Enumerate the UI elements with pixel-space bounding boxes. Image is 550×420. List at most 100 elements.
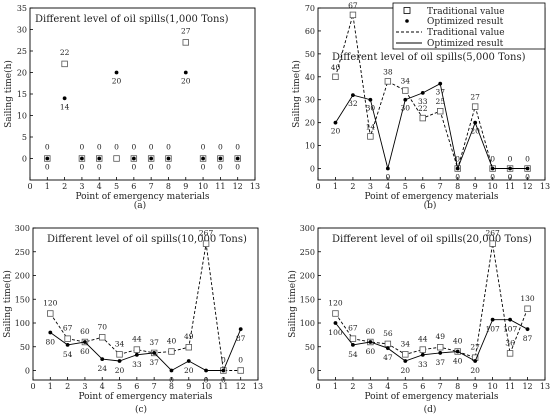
x-tick-label: 13	[253, 382, 263, 391]
x-tick-label: 6	[134, 382, 139, 391]
optimized-line	[335, 83, 528, 171]
traditional-data-label: 40	[453, 337, 463, 346]
optimized-point	[490, 166, 495, 171]
traditional-data-label: 49	[184, 332, 194, 341]
optimized-data-label: 20	[181, 77, 191, 86]
traditional-data-label: 22	[418, 104, 428, 113]
traditional-data-label: 0	[166, 143, 171, 152]
optimized-data-label: 87	[523, 334, 533, 343]
traditional-point	[332, 73, 339, 80]
traditional-line	[335, 243, 528, 359]
traditional-data-label: 49	[435, 332, 445, 341]
optimized-point	[48, 330, 53, 335]
x-tick-label: 4	[97, 182, 102, 191]
y-tick-label: 40	[305, 73, 315, 82]
optimized-line	[50, 329, 242, 372]
chart-title: Different level of oil spills(10,000 Ton…	[47, 234, 247, 245]
traditional-point	[471, 103, 479, 110]
optimized-data-label: 20	[112, 77, 122, 86]
traditional-data-label: 25	[435, 97, 445, 106]
traditional-point	[419, 346, 426, 353]
traditional-data-label: 0	[80, 143, 85, 152]
x-tick-label: 0	[315, 382, 320, 391]
y-tick-label: 20	[17, 69, 27, 78]
optimized-data-label: 80	[46, 338, 56, 347]
chart-title: Different level of oil spills(1,000 Tons…	[35, 14, 229, 25]
traditional-point	[419, 114, 426, 122]
traditional-point	[367, 133, 374, 140]
x-tick-label: 12	[522, 182, 532, 191]
traditional-point	[185, 344, 192, 351]
panel-caption: (b)	[424, 200, 437, 211]
x-axis-label: Point of emergency materials	[75, 192, 209, 202]
x-tick-label: 4	[100, 382, 105, 391]
optimized-point	[438, 81, 443, 86]
optimized-data-label: 54	[63, 350, 73, 359]
x-tick-label: 5	[117, 382, 122, 391]
optimized-point	[131, 156, 136, 161]
traditional-data-label: 0	[490, 155, 495, 164]
y-tick-label: 10	[305, 142, 315, 151]
legend-box	[392, 2, 546, 50]
optimized-point	[166, 156, 171, 161]
optimized-data-label: 37	[149, 358, 159, 367]
traditional-data-label: 27	[470, 343, 480, 352]
traditional-data-label: 0	[238, 356, 243, 365]
traditional-data-label: 0	[201, 143, 206, 152]
y-tick-label: 0	[310, 367, 315, 376]
y-tick-label: 30	[17, 26, 27, 35]
y-tick-label: 200	[300, 272, 315, 281]
traditional-data-label: 40	[331, 63, 341, 72]
optimized-point	[114, 70, 119, 75]
traditional-data-label: 0	[525, 155, 530, 164]
y-tick-label: 35	[17, 4, 27, 13]
series-traditional: 120 67 60 56 34 44 49 40 27 267 36 130	[328, 229, 535, 361]
series-traditional: 0 22 0 0 0 0 0 0 27 0 0 0	[44, 26, 241, 162]
x-axis-label: Point of emergency materials	[364, 192, 498, 202]
x-tick-label: 4	[385, 182, 390, 191]
traditional-data-label: 56	[383, 329, 393, 338]
optimized-point	[45, 156, 50, 161]
x-tick-label: 12	[233, 182, 243, 191]
traditional-point	[47, 310, 54, 317]
x-tick-label: 1	[48, 382, 53, 391]
traditional-data-label: 0	[235, 143, 240, 152]
legend-label-optimized-points: Optimized result	[427, 17, 504, 27]
x-tick-label: 13	[540, 182, 550, 191]
y-tick-label: 30	[305, 96, 315, 105]
optimized-data-label: 47	[383, 353, 393, 362]
y-tick-label: 50	[305, 343, 315, 352]
x-tick-label: 9	[183, 182, 188, 191]
traditional-data-label: 70	[97, 322, 107, 331]
y-tick-label: 100	[15, 319, 30, 328]
x-tick-label: 3	[368, 182, 373, 191]
optimized-data-label: 0	[455, 173, 460, 182]
y-tick-label: 20	[305, 119, 315, 128]
traditional-data-label: 14	[366, 122, 376, 131]
traditional-data-label: 0	[131, 143, 136, 152]
plot-frame	[32, 227, 259, 381]
series-optimized: 80 54 60 24 20 33 37 0 20 0 0 87	[46, 327, 246, 385]
optimized-point	[368, 340, 373, 344]
traditional-point	[182, 39, 189, 46]
traditional-data-label: 0	[218, 143, 223, 152]
optimized-point	[218, 156, 223, 161]
optimized-data-label: 0	[131, 163, 136, 172]
traditional-data-label: 22	[60, 48, 70, 57]
x-tick-label: 12	[522, 382, 532, 391]
traditional-point	[402, 87, 409, 94]
x-tick-label: 5	[114, 182, 119, 191]
traditional-point	[116, 351, 123, 358]
x-tick-label: 1	[45, 182, 50, 191]
optimized-data-label: 0	[385, 173, 390, 182]
optimized-point	[525, 166, 530, 171]
x-tick-label: 7	[438, 382, 443, 391]
x-tick-label: 5	[403, 382, 408, 391]
traditional-point	[437, 108, 444, 115]
optimized-data-label: 20	[184, 366, 194, 375]
x-tick-label: 13	[250, 182, 260, 191]
optimized-data-label: 0	[149, 163, 154, 172]
x-tick-label: 7	[149, 182, 154, 191]
traditional-point	[133, 346, 141, 353]
traditional-data-label: 0	[97, 143, 102, 152]
